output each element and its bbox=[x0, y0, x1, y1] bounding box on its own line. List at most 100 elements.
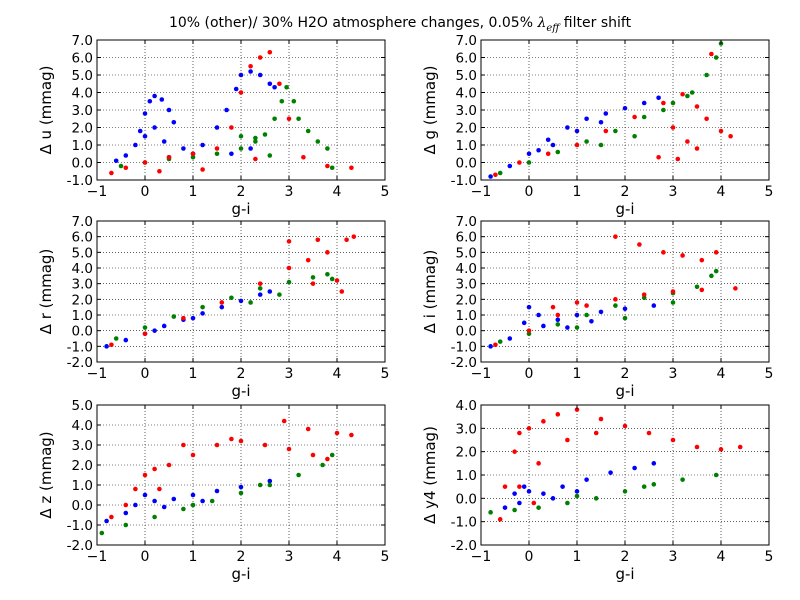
panel-z-point bbox=[161, 504, 167, 510]
panel-g-point bbox=[680, 91, 685, 97]
panel-u-point bbox=[171, 119, 177, 125]
panel-g-ylabel: Δ g (mmag) bbox=[421, 66, 439, 155]
panel-i-point bbox=[541, 323, 546, 329]
panel-y4-point bbox=[646, 430, 652, 436]
panel-g-point bbox=[704, 116, 709, 122]
panel-y4-point bbox=[651, 482, 657, 487]
panel-g-xtick-label: 2 bbox=[621, 184, 630, 200]
panel-g-point bbox=[709, 51, 714, 57]
panel-i-ytick-label: 5.0 bbox=[456, 245, 477, 261]
panel-z-point bbox=[209, 498, 215, 504]
panel-g-point bbox=[632, 114, 637, 120]
panel-y4-point bbox=[536, 461, 541, 466]
panel-g-ytick-label: 7.0 bbox=[456, 33, 477, 49]
panel-i-point bbox=[536, 312, 541, 318]
panel-z-ytick-label: 4.0 bbox=[72, 418, 93, 434]
panel-u-point bbox=[248, 63, 253, 69]
panel-r-point bbox=[142, 331, 148, 337]
panel-g-point bbox=[713, 55, 719, 60]
panel-u-point bbox=[291, 98, 297, 104]
panel-y4-point bbox=[718, 447, 724, 452]
panel-z-point bbox=[325, 456, 330, 462]
panel-g-point bbox=[632, 133, 637, 139]
panel-y4: −1 0 1 2 3 4 5 -2.0 -1.0 0.0 1.0 2.0 3.0 4.0 g-i Δ y4 (… bbox=[421, 398, 773, 583]
panel-y4-point bbox=[560, 484, 565, 489]
panel-z-point bbox=[133, 502, 138, 508]
panel-g-point bbox=[584, 116, 589, 122]
panel-r-point bbox=[277, 292, 282, 297]
panel-u-ytick-label: -1.0 bbox=[67, 173, 93, 189]
panel-u-point bbox=[272, 84, 277, 90]
panel-z-series-2 bbox=[109, 418, 354, 520]
panel-z-point bbox=[152, 514, 157, 520]
panel-u-point bbox=[248, 69, 253, 74]
panel-i-xtick-label: 3 bbox=[669, 366, 678, 382]
panel-z-ytick-label: 2.0 bbox=[72, 458, 93, 474]
panel-i-point bbox=[709, 273, 714, 279]
panel-u-point bbox=[257, 72, 263, 78]
panel-i-point bbox=[574, 312, 580, 318]
panel-g-ytick-label: 2.0 bbox=[456, 121, 477, 137]
panel-r: −1 0 1 2 3 4 5 -2.0-1.00.01.02.03.04.05.06.07.0… bbox=[37, 214, 389, 400]
panel-y4-point bbox=[641, 484, 647, 489]
panel-z-ytick-label: 3.0 bbox=[72, 438, 93, 454]
panel-u-point bbox=[142, 133, 148, 139]
panel-y4-point bbox=[574, 493, 580, 499]
panel-i-point bbox=[521, 320, 527, 326]
panel-r-xtick-label: 1 bbox=[189, 366, 198, 382]
panel-y4-point bbox=[565, 500, 570, 506]
panel-z-point bbox=[109, 514, 114, 520]
panel-r-point bbox=[329, 276, 335, 282]
panel-g-ytick-label: 0.0 bbox=[456, 156, 477, 172]
panels: −1 0 1 2 3 4 5-1.00.01.02.03.04.05.06.07.0g-iΔ… bbox=[37, 33, 773, 583]
panel-u-point bbox=[238, 146, 244, 151]
panel-u-point bbox=[301, 154, 306, 160]
panel-i-point bbox=[526, 304, 532, 310]
panel-u-point bbox=[238, 133, 244, 139]
panel-y4-point bbox=[651, 461, 657, 466]
panel-u-point bbox=[349, 165, 354, 171]
panel-g-point bbox=[603, 111, 609, 116]
panel-y4-point bbox=[526, 426, 532, 431]
panel-i-ytick-label: 7.0 bbox=[456, 214, 477, 230]
panel-r-point bbox=[334, 278, 340, 283]
panel-u-point bbox=[248, 146, 253, 151]
panel-y4-point bbox=[694, 444, 700, 450]
panel-u-xtick-label: 3 bbox=[285, 184, 294, 200]
panel-r-point bbox=[104, 344, 109, 349]
panel-u-point bbox=[200, 167, 205, 172]
panel-g-xlabel: g-i bbox=[615, 200, 634, 218]
panel-z-point bbox=[229, 436, 234, 442]
panel-u-point bbox=[166, 154, 172, 160]
panel-i-ytick-label: 3.0 bbox=[456, 277, 477, 293]
panel-y4-ytick-label: 1.0 bbox=[456, 468, 477, 484]
panel-z-point bbox=[296, 472, 301, 478]
panel-g-point bbox=[526, 151, 532, 157]
panel-z-point bbox=[142, 472, 148, 478]
panel-r-point bbox=[248, 300, 253, 305]
panel-z-point bbox=[257, 482, 263, 488]
panel-y4-point bbox=[512, 507, 517, 513]
panel-g-series-1 bbox=[497, 41, 724, 176]
panel-g-point bbox=[493, 172, 498, 178]
panel-r-point bbox=[310, 281, 316, 286]
panel-z-point bbox=[238, 484, 244, 490]
panel-i-point bbox=[613, 297, 618, 302]
figure-title-tail: filter shift bbox=[559, 15, 631, 31]
panel-i-ylabel: Δ i (mmag) bbox=[421, 250, 439, 334]
panel-z-point bbox=[310, 452, 316, 458]
panel-u-point bbox=[142, 160, 148, 165]
panel-i-series-1 bbox=[497, 268, 719, 344]
panel-u-point bbox=[279, 98, 285, 104]
panel-i-ytick-label: 1.0 bbox=[456, 308, 477, 324]
panel-i-point bbox=[651, 303, 657, 308]
panel-y4-point bbox=[521, 484, 527, 489]
panel-r-ytick-label: 4.0 bbox=[72, 261, 93, 277]
panel-u-point bbox=[238, 90, 244, 95]
panel-u-ytick-label: 5.0 bbox=[72, 68, 93, 84]
panel-i-point bbox=[699, 257, 705, 263]
panel-u-ytick-label: 3.0 bbox=[72, 103, 93, 119]
panel-y4-point bbox=[502, 484, 508, 489]
panel-i-point bbox=[713, 250, 719, 255]
